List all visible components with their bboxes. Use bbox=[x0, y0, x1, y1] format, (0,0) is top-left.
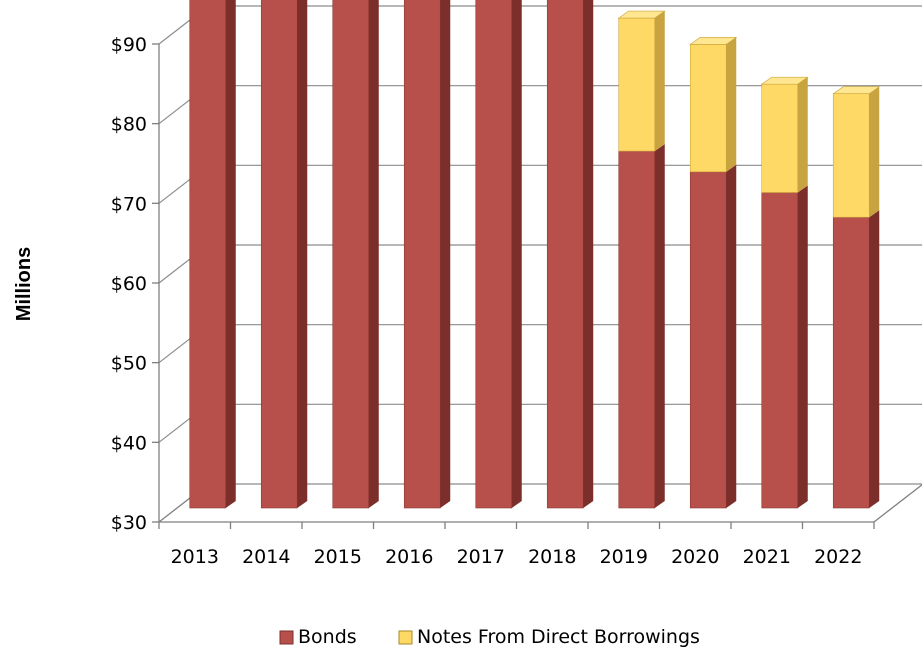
y-tick-label: $80 bbox=[111, 114, 147, 136]
bar-notes-2020 bbox=[689, 37, 738, 173]
x-tick-label: 2019 bbox=[600, 546, 648, 568]
legend-label-bonds: Bonds bbox=[298, 626, 357, 648]
x-tick-label: 2020 bbox=[671, 546, 719, 568]
bar-bonds-2015 bbox=[332, 0, 379, 509]
bar-bonds-2013 bbox=[189, 0, 236, 509]
bar-notes-2019 bbox=[617, 10, 666, 152]
y-tick-label: $50 bbox=[111, 353, 147, 375]
x-tick-label: 2021 bbox=[743, 546, 791, 568]
legend-swatch-notes bbox=[398, 630, 413, 645]
y-tick-label: $60 bbox=[111, 273, 147, 295]
axes-layer: $30 $40 $50 $60 $70 $80 $90 2013 2014 2015 2016 201… bbox=[111, 34, 875, 568]
bar-bonds-2016 bbox=[403, 0, 451, 509]
y-tick-label: $30 bbox=[111, 512, 147, 534]
bar-bonds-2021 bbox=[761, 185, 808, 509]
bar-notes-2022 bbox=[832, 86, 881, 218]
bar-bonds-2022 bbox=[832, 210, 880, 509]
floor-right-edge bbox=[873, 483, 922, 523]
bar-bonds-2014 bbox=[260, 0, 308, 509]
bar-notes-2021 bbox=[760, 76, 809, 193]
x-tick-label: 2022 bbox=[814, 546, 862, 568]
x-tick-label: 2014 bbox=[242, 546, 290, 568]
x-tick-label: 2018 bbox=[528, 546, 576, 568]
bars-layer bbox=[189, 0, 881, 509]
x-tick-label: 2013 bbox=[171, 546, 219, 568]
legend-label-notes: Notes From Direct Borrowings bbox=[417, 626, 700, 648]
bar-bonds-2018 bbox=[546, 0, 594, 509]
y-tick-label: $90 bbox=[111, 34, 147, 56]
bar-bonds-2020 bbox=[689, 164, 737, 509]
y-tick-label: $70 bbox=[111, 193, 147, 215]
x-tick-label: 2016 bbox=[385, 546, 433, 568]
x-tick-label: 2015 bbox=[314, 546, 362, 568]
y-tick-label: $40 bbox=[111, 432, 147, 454]
bar-bonds-2017 bbox=[475, 0, 522, 509]
legend-swatch-bonds bbox=[279, 630, 294, 645]
x-tick-label: 2017 bbox=[457, 546, 505, 568]
y-axis-label: Millions bbox=[13, 247, 35, 321]
bar-bonds-2019 bbox=[618, 144, 665, 509]
legend: Bonds Notes From Direct Borrowings bbox=[279, 626, 700, 648]
